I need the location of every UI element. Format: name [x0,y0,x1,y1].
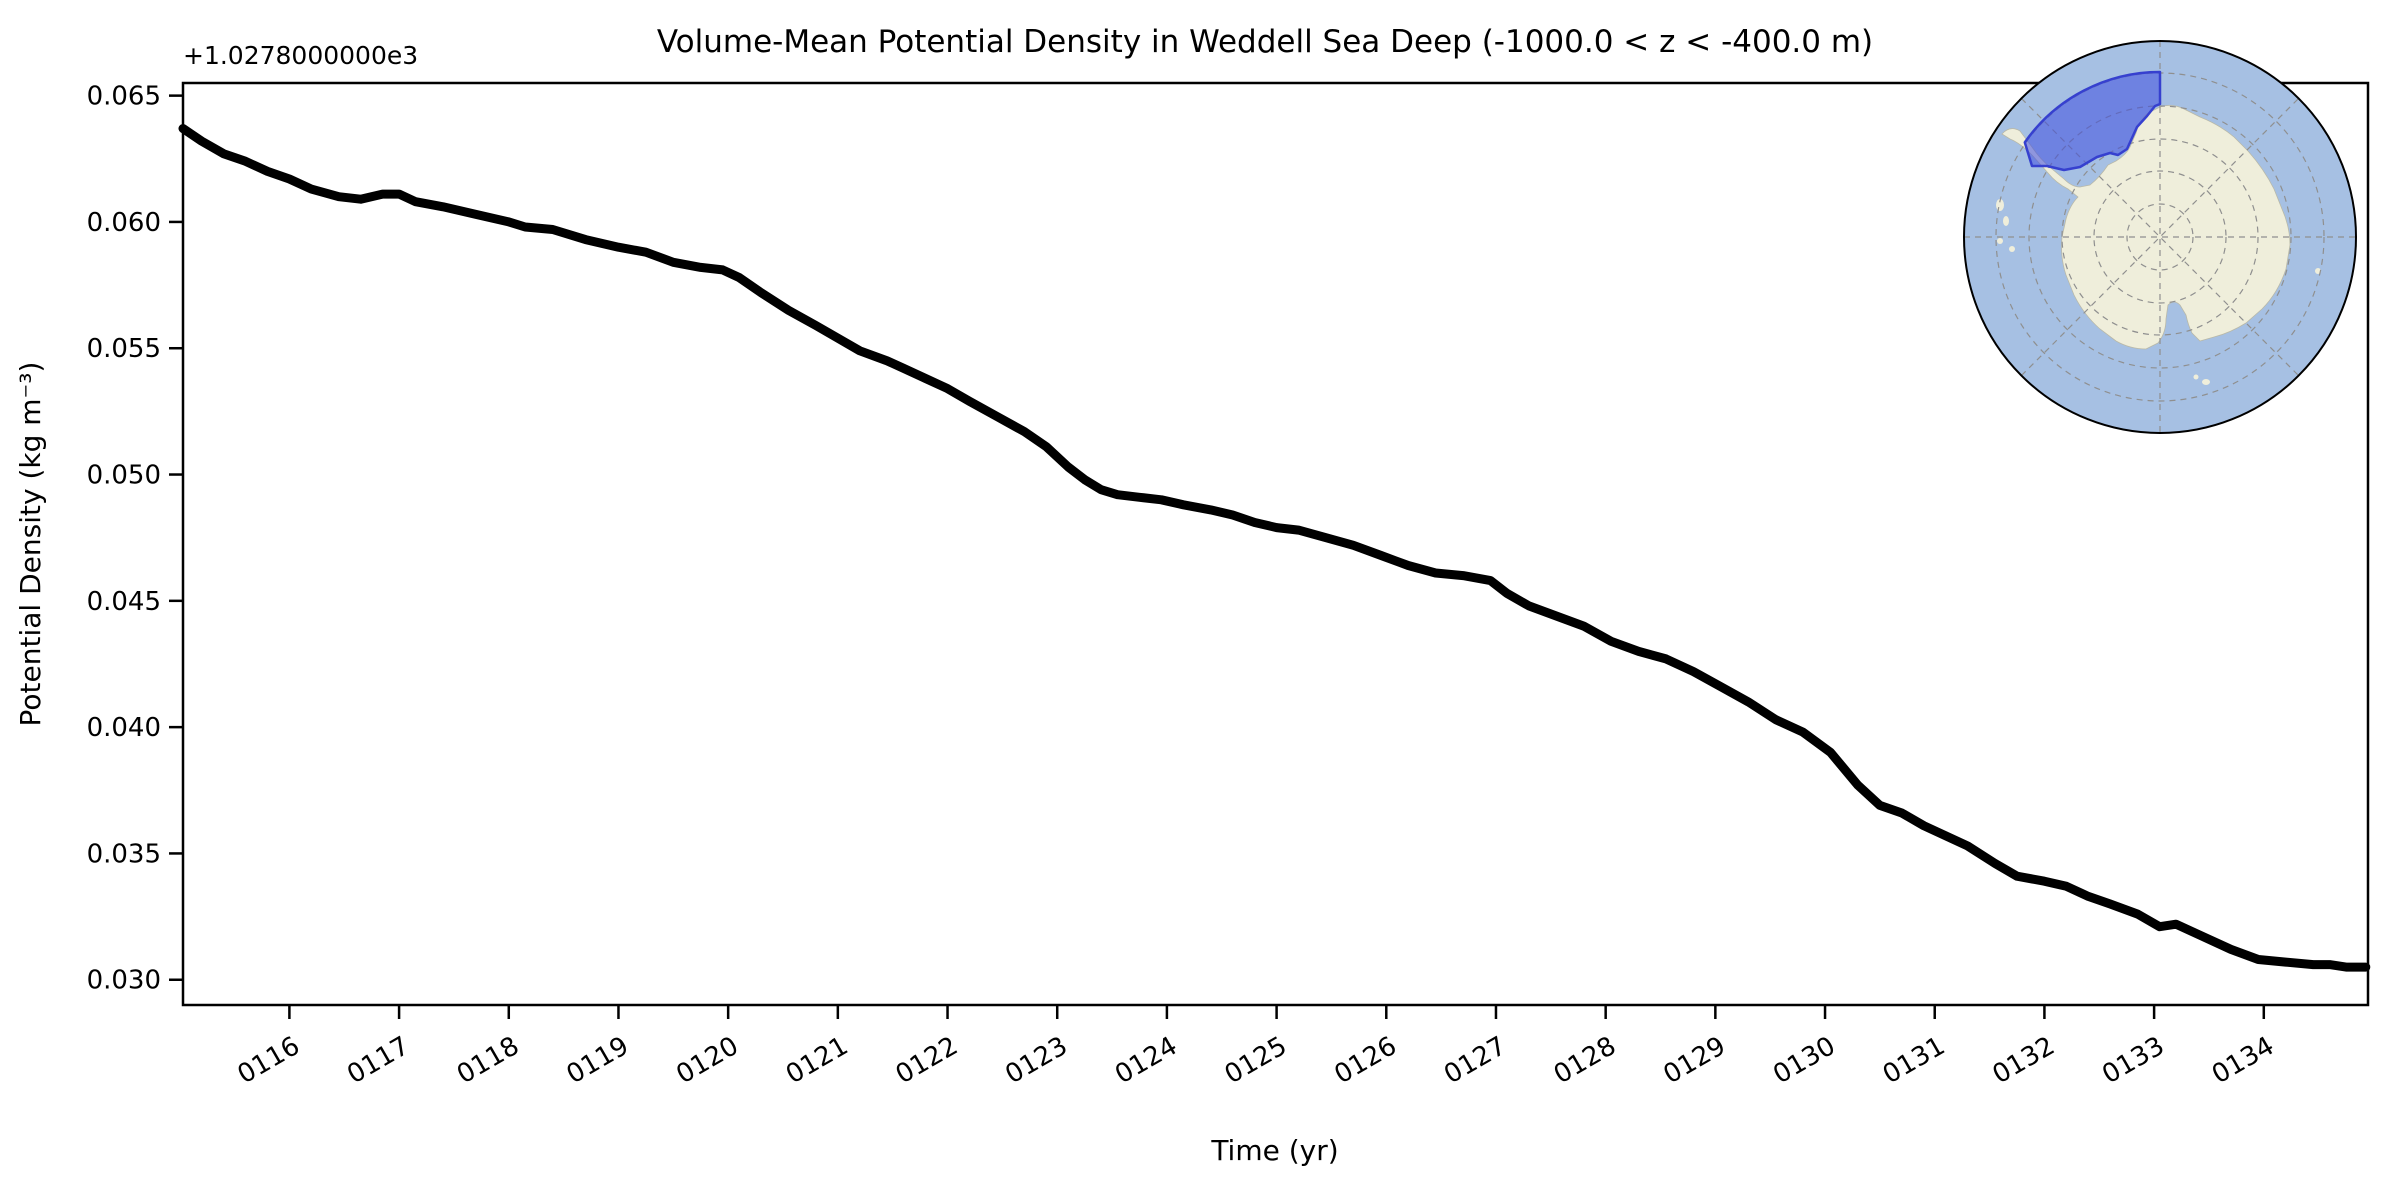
map-island [2202,379,2210,385]
map-border [1963,40,2357,434]
y-axis-offset-text: +1.0278000000e3 [183,41,418,70]
y-tick-label: 0.060 [87,208,161,238]
y-tick-label: 0.040 [87,713,161,743]
map-continent [2001,105,2291,350]
map-island [1997,238,2003,244]
y-tick-label: 0.050 [87,461,161,491]
map-island [2003,216,2009,226]
chart-title: Volume-Mean Potential Density in Weddell… [657,24,1873,60]
map-island [2193,374,2199,380]
y-tick-label: 0.035 [87,839,161,869]
y-tick-label: 0.055 [87,334,161,364]
potential-density-line-series [178,124,2371,972]
y-tick-label: 0.065 [87,82,161,112]
x-axis-label: Time (yr) [1210,1134,1338,1167]
inset-map-antarctica [1963,40,2357,434]
y-tick-label: 0.030 [87,966,161,996]
map-region-highlight-weddell-sea [2023,70,2162,172]
y-axis-label: Potential Density (kg m⁻³) [14,362,47,727]
y-axis-ticks: 0.030 0.035 0.040 0.045 0.050 0.055 0.060 0.065 [87,82,183,996]
y-tick-label: 0.045 [87,587,161,617]
map-antarctica-landmass [1996,105,2321,385]
map-island [2009,246,2015,252]
